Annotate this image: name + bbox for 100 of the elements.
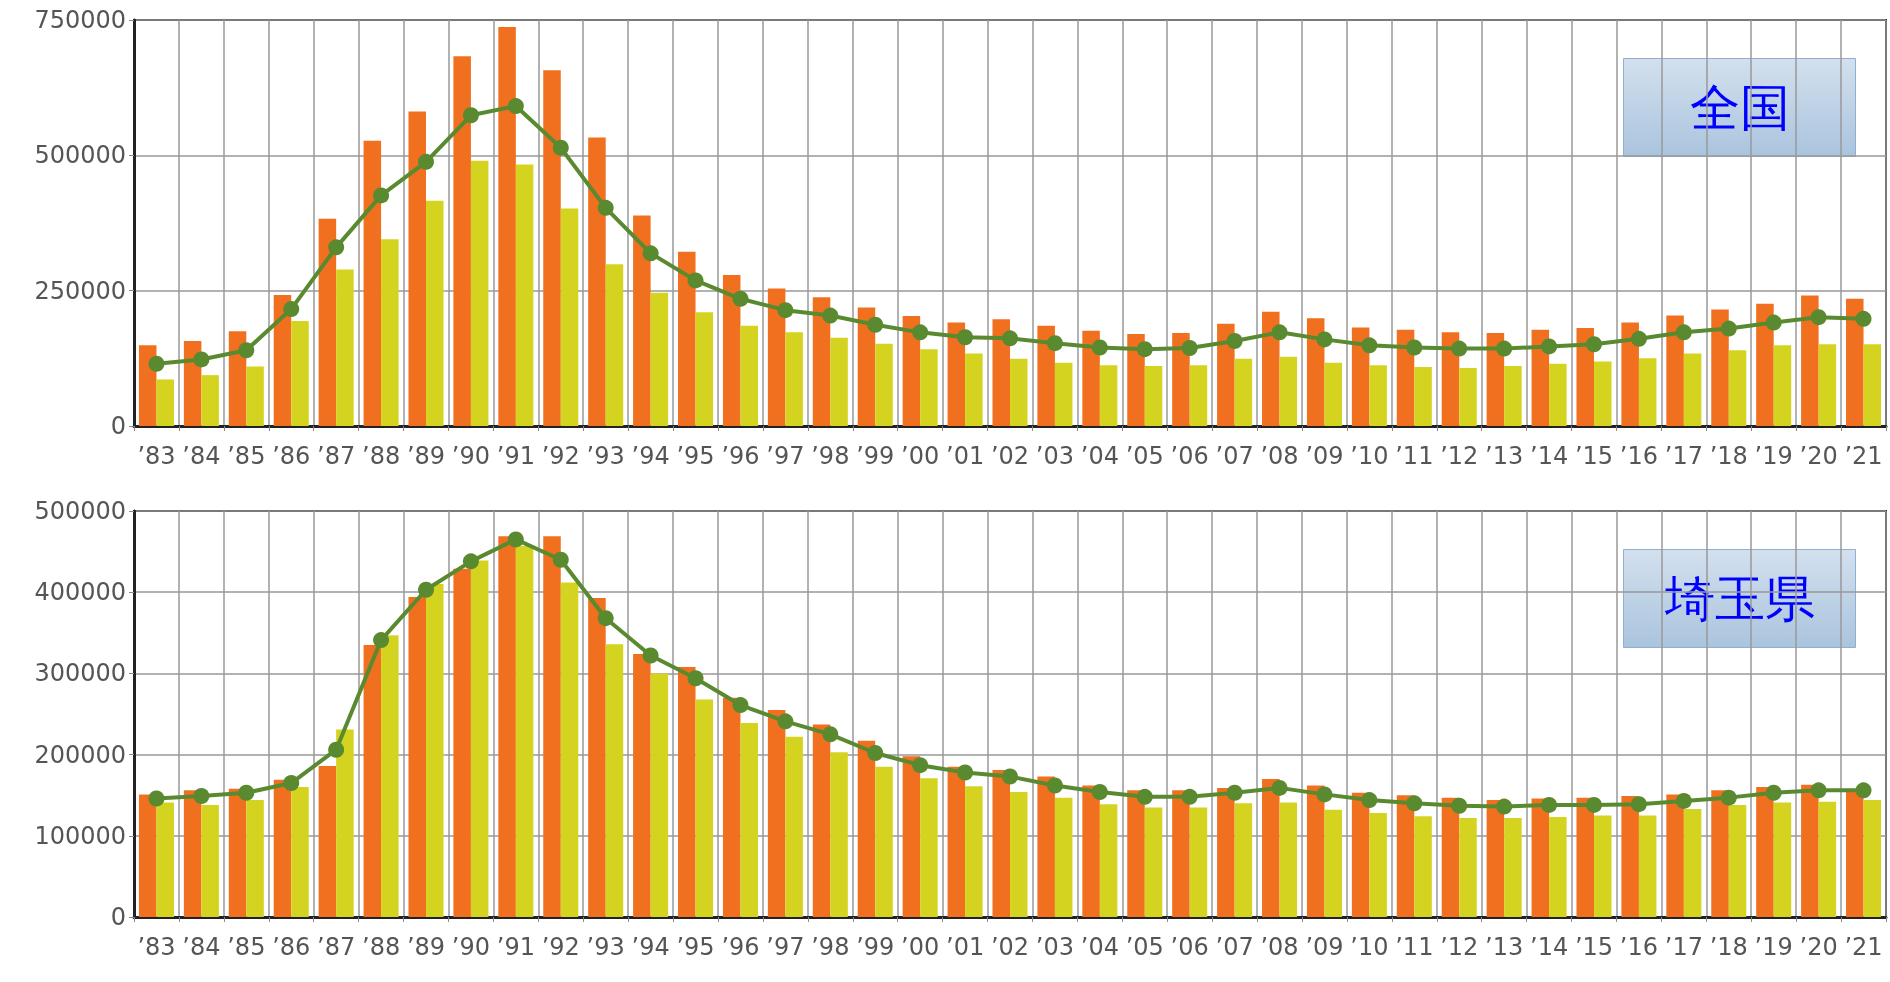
bar [560,208,579,426]
bar [470,160,489,426]
bar [785,736,803,917]
x-tick-label: ’10 [1350,933,1389,961]
bar [812,724,831,917]
bar [1144,365,1163,426]
x-tick-label: ’04 [1080,933,1119,961]
x-tick-label: ’87 [317,442,356,470]
x-tick-label: ’05 [1125,933,1164,961]
bar [408,597,426,917]
bar [830,752,848,917]
point [1226,784,1243,801]
bar [1279,356,1298,426]
bar [183,790,202,917]
x-tick-label: ’16 [1619,442,1659,470]
y-tick-label: 500000 [34,141,126,170]
point [957,329,974,346]
bar [965,353,983,426]
x-tick-label: ’10 [1350,442,1389,470]
bar [902,756,921,917]
x-tick-label: ’99 [856,442,895,470]
bar [1666,315,1684,426]
bar [588,597,606,917]
x-tick-label: ’18 [1709,442,1748,470]
bar [767,288,786,426]
point [238,342,255,359]
annotation: 埼玉県 [1663,569,1815,628]
bar [291,320,309,426]
bar [1549,817,1567,917]
bar [453,568,471,917]
bar [1127,333,1145,426]
x-tick-label: ’02 [990,933,1030,961]
point [507,531,524,548]
x-tick-label: ’09 [1305,442,1344,470]
bar [722,697,741,917]
bar [453,56,471,426]
x-tick-label: ’83 [137,933,176,961]
x-tick-label: ’15 [1574,933,1614,961]
x-tick-label: ’84 [182,933,221,961]
bar [1711,790,1729,917]
bar [695,699,714,917]
x-tick-label: ’12 [1440,442,1479,470]
bar [515,164,534,426]
bar [633,215,651,426]
y-tick-label: 100000 [34,821,126,850]
bar [381,635,399,917]
x-tick-label: ’06 [1170,933,1209,961]
bar [291,787,309,917]
x-tick-label: ’99 [856,933,895,961]
x-tick-label: ’11 [1395,442,1434,470]
x-tick-label: ’09 [1305,933,1344,961]
x-tick-label: ’92 [541,933,580,961]
x-tick-label: ’13 [1485,933,1524,961]
bar [273,779,292,917]
bar [695,312,714,426]
x-tick-label: ’14 [1529,442,1569,470]
x-tick-label: ’14 [1529,933,1569,961]
y-tick-label: 500000 [34,497,126,525]
x-tick-label: ’97 [766,933,805,961]
bar [560,582,579,917]
x-tick-label: ’06 [1170,442,1209,470]
bar [633,653,651,917]
bar [426,200,444,426]
point [867,744,884,761]
bar [1531,798,1550,917]
point [462,107,479,124]
bar [1082,330,1100,426]
bar [1414,816,1432,917]
bar [678,251,696,426]
bar [1217,787,1235,917]
point [1630,796,1647,813]
point [373,187,390,204]
bar [381,239,399,426]
bar [1306,785,1325,917]
bar [992,770,1010,917]
point [1361,337,1378,354]
point [687,670,704,687]
y-tick-label: 0 [110,903,126,931]
bar [1801,295,1819,426]
bar [1666,794,1684,917]
bar [515,545,534,917]
bar [605,644,624,917]
point [552,139,569,156]
y-tick-label: 300000 [34,659,126,688]
bar [318,765,337,917]
bar [1369,813,1387,917]
x-tick-label: ’04 [1080,442,1119,470]
bar [1306,318,1325,426]
point [1855,310,1872,327]
point [957,764,974,781]
bar [543,70,561,426]
point [1451,797,1468,814]
point [238,784,255,801]
bar [1801,784,1819,917]
point [822,726,839,743]
bar [588,137,606,426]
point [373,632,390,649]
point [1226,333,1243,350]
bar [138,794,157,917]
point [732,697,749,714]
